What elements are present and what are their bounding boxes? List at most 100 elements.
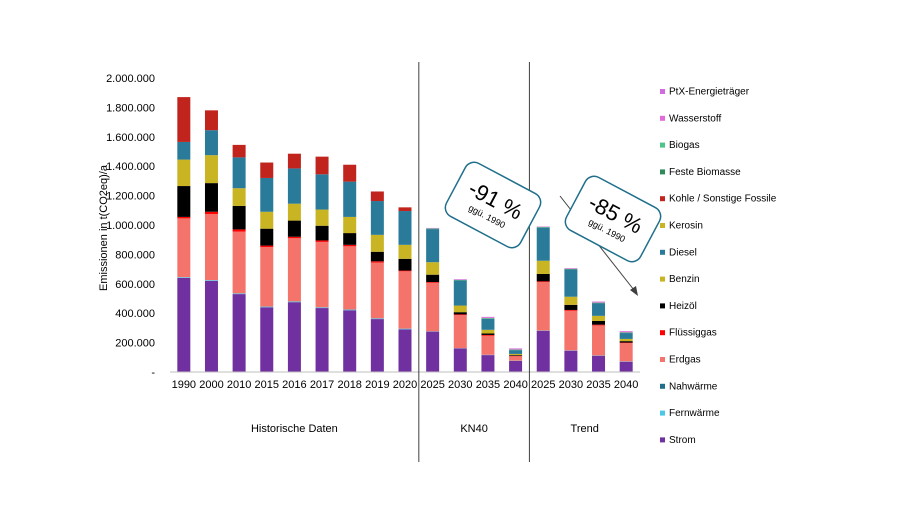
bar-segment-fl-ssiggas (233, 229, 246, 231)
bar-segment-fernw-rme (288, 301, 301, 302)
legend-label: PtX-Energieträger (669, 87, 750, 98)
bar-segment-kohle-sonstige-fossile (205, 110, 218, 130)
bar-segment-heiz-l (564, 305, 577, 310)
bar-segment-strom (592, 356, 605, 372)
y-tick-label: 400.000 (115, 308, 155, 320)
group-label: Historische Daten (251, 423, 338, 435)
bar-segment-strom (233, 294, 246, 372)
x-tick-label: 2040 (503, 379, 527, 391)
bar-segment-diesel (260, 178, 273, 212)
bar-segment-kohle-sonstige-fossile (399, 207, 412, 211)
bar-segment-diesel (620, 333, 633, 339)
bar-segment-fl-ssiggas (316, 240, 329, 241)
x-tick-label: 2035 (586, 379, 610, 391)
bar-segment-diesel (233, 157, 246, 188)
bar-segment-wasserstoff (592, 302, 605, 303)
bar-segment-heiz-l (399, 259, 412, 271)
bar-segment-fernw-rme (177, 277, 190, 278)
bar-segment-wasserstoff (509, 349, 522, 350)
bar-segment-heiz-l (592, 321, 605, 325)
bar-segment-heiz-l (537, 274, 550, 281)
bar-segment-erdgas (399, 271, 412, 328)
x-tick-label: 2035 (476, 379, 500, 391)
bar-segment-heiz-l (233, 206, 246, 230)
x-tick-label: 2020 (393, 379, 417, 391)
legend-label: Nahwärme (669, 381, 718, 392)
bar-segment-strom (399, 329, 412, 372)
reduction-callout-trend: -85 % ggü. 1990 (562, 173, 664, 265)
bar-segment-diesel (454, 281, 467, 306)
bar-segment-fl-ssiggas (343, 245, 356, 246)
bar-segment-fernw-rme (343, 310, 356, 311)
bar-segment-heiz-l (454, 312, 467, 314)
bar-segment-erdgas (564, 311, 577, 351)
bar-segment-strom (481, 355, 494, 372)
bar-segment-strom (343, 310, 356, 372)
bar-segment-fl-ssiggas (564, 310, 577, 311)
bar-segment-benzin (537, 261, 550, 274)
reduction-callout-kn40: -91 % ggü. 1990 (442, 159, 544, 251)
bar-segment-fernw-rme (205, 280, 218, 281)
bar-segment-diesel (371, 201, 384, 235)
y-tick-label: 1.800.000 (106, 102, 155, 114)
x-tick-label: 1990 (172, 379, 196, 391)
legend-label: Heizöl (669, 301, 697, 312)
bar-segment-diesel (592, 303, 605, 315)
legend-swatch (660, 411, 665, 416)
bar-segment-benzin (564, 297, 577, 305)
x-tick-label: 2030 (448, 379, 472, 391)
x-tick-label: 2017 (310, 379, 334, 391)
bar-segment-diesel (288, 168, 301, 203)
legend-label: Kerosin (669, 221, 703, 232)
bar-segment-fl-ssiggas (454, 314, 467, 315)
bar-segment-benzin (177, 160, 190, 186)
bar-segment-wasserstoff (620, 331, 633, 332)
bar-segment-benzin (620, 339, 633, 341)
y-tick-label: 2.000.000 (106, 73, 155, 85)
bar-segment-fl-ssiggas (371, 261, 384, 262)
y-axis-label: Emissionen in t(CO2eq)/a (98, 164, 110, 291)
bar-segment-fernw-rme (260, 307, 273, 308)
legend-swatch (660, 330, 665, 335)
bar-segment-fl-ssiggas (481, 335, 494, 336)
bar-segment-fl-ssiggas (537, 281, 550, 282)
legend-swatch (660, 89, 665, 94)
y-ticks-layer: -200.000400.000600.000800.0001.000.0001.… (106, 73, 155, 379)
bar-segment-strom (316, 308, 329, 372)
bar-segment-diesel (316, 174, 329, 209)
bar-segment-benzin (343, 217, 356, 233)
bar-segment-fernw-rme (399, 329, 412, 330)
bar-segment-strom (426, 332, 439, 372)
y-tick-label: - (151, 367, 155, 379)
y-tick-label: 1.600.000 (106, 132, 155, 144)
bar-segment-benzin (233, 188, 246, 206)
legend-swatch (660, 250, 665, 255)
bar-segment-benzin (509, 354, 522, 355)
legend-label: Strom (669, 435, 696, 446)
bar-segment-erdgas (454, 315, 467, 348)
bar-segment-strom (509, 361, 522, 372)
legend-swatch (660, 169, 665, 174)
legend-swatch (660, 196, 665, 201)
bar-segment-erdgas (426, 283, 439, 332)
x-tick-label: 2010 (227, 379, 251, 391)
bar-segment-erdgas (481, 336, 494, 355)
bar-segment-erdgas (205, 214, 218, 280)
legend-label: Kohle / Sonstige Fossile (669, 194, 777, 205)
bar-segment-heiz-l (426, 275, 439, 282)
bar-segment-diesel (564, 270, 577, 297)
bar-segment-erdgas (233, 232, 246, 294)
x-tick-label: 2025 (420, 379, 444, 391)
bar-segment-erdgas (177, 218, 190, 277)
bar-segment-benzin (454, 306, 467, 313)
bar-segment-fl-ssiggas (399, 271, 412, 272)
bar-segment-fl-ssiggas (205, 212, 218, 214)
legend-swatch (660, 357, 665, 362)
bar-segment-diesel (509, 350, 522, 354)
bar-segment-benzin (399, 245, 412, 259)
legend-label: Wasserstoff (669, 113, 721, 124)
bar-segment-wasserstoff (481, 317, 494, 318)
bar-segment-heiz-l (509, 355, 522, 356)
y-tick-label: 1.200.000 (106, 191, 155, 203)
